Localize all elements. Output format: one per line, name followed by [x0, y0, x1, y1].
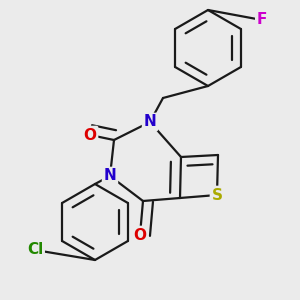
- Text: O: O: [134, 227, 146, 242]
- Text: O: O: [83, 128, 97, 142]
- Text: N: N: [103, 169, 116, 184]
- Text: F: F: [257, 13, 267, 28]
- Text: S: S: [212, 188, 223, 202]
- Text: Cl: Cl: [27, 242, 43, 257]
- Text: N: N: [144, 115, 156, 130]
